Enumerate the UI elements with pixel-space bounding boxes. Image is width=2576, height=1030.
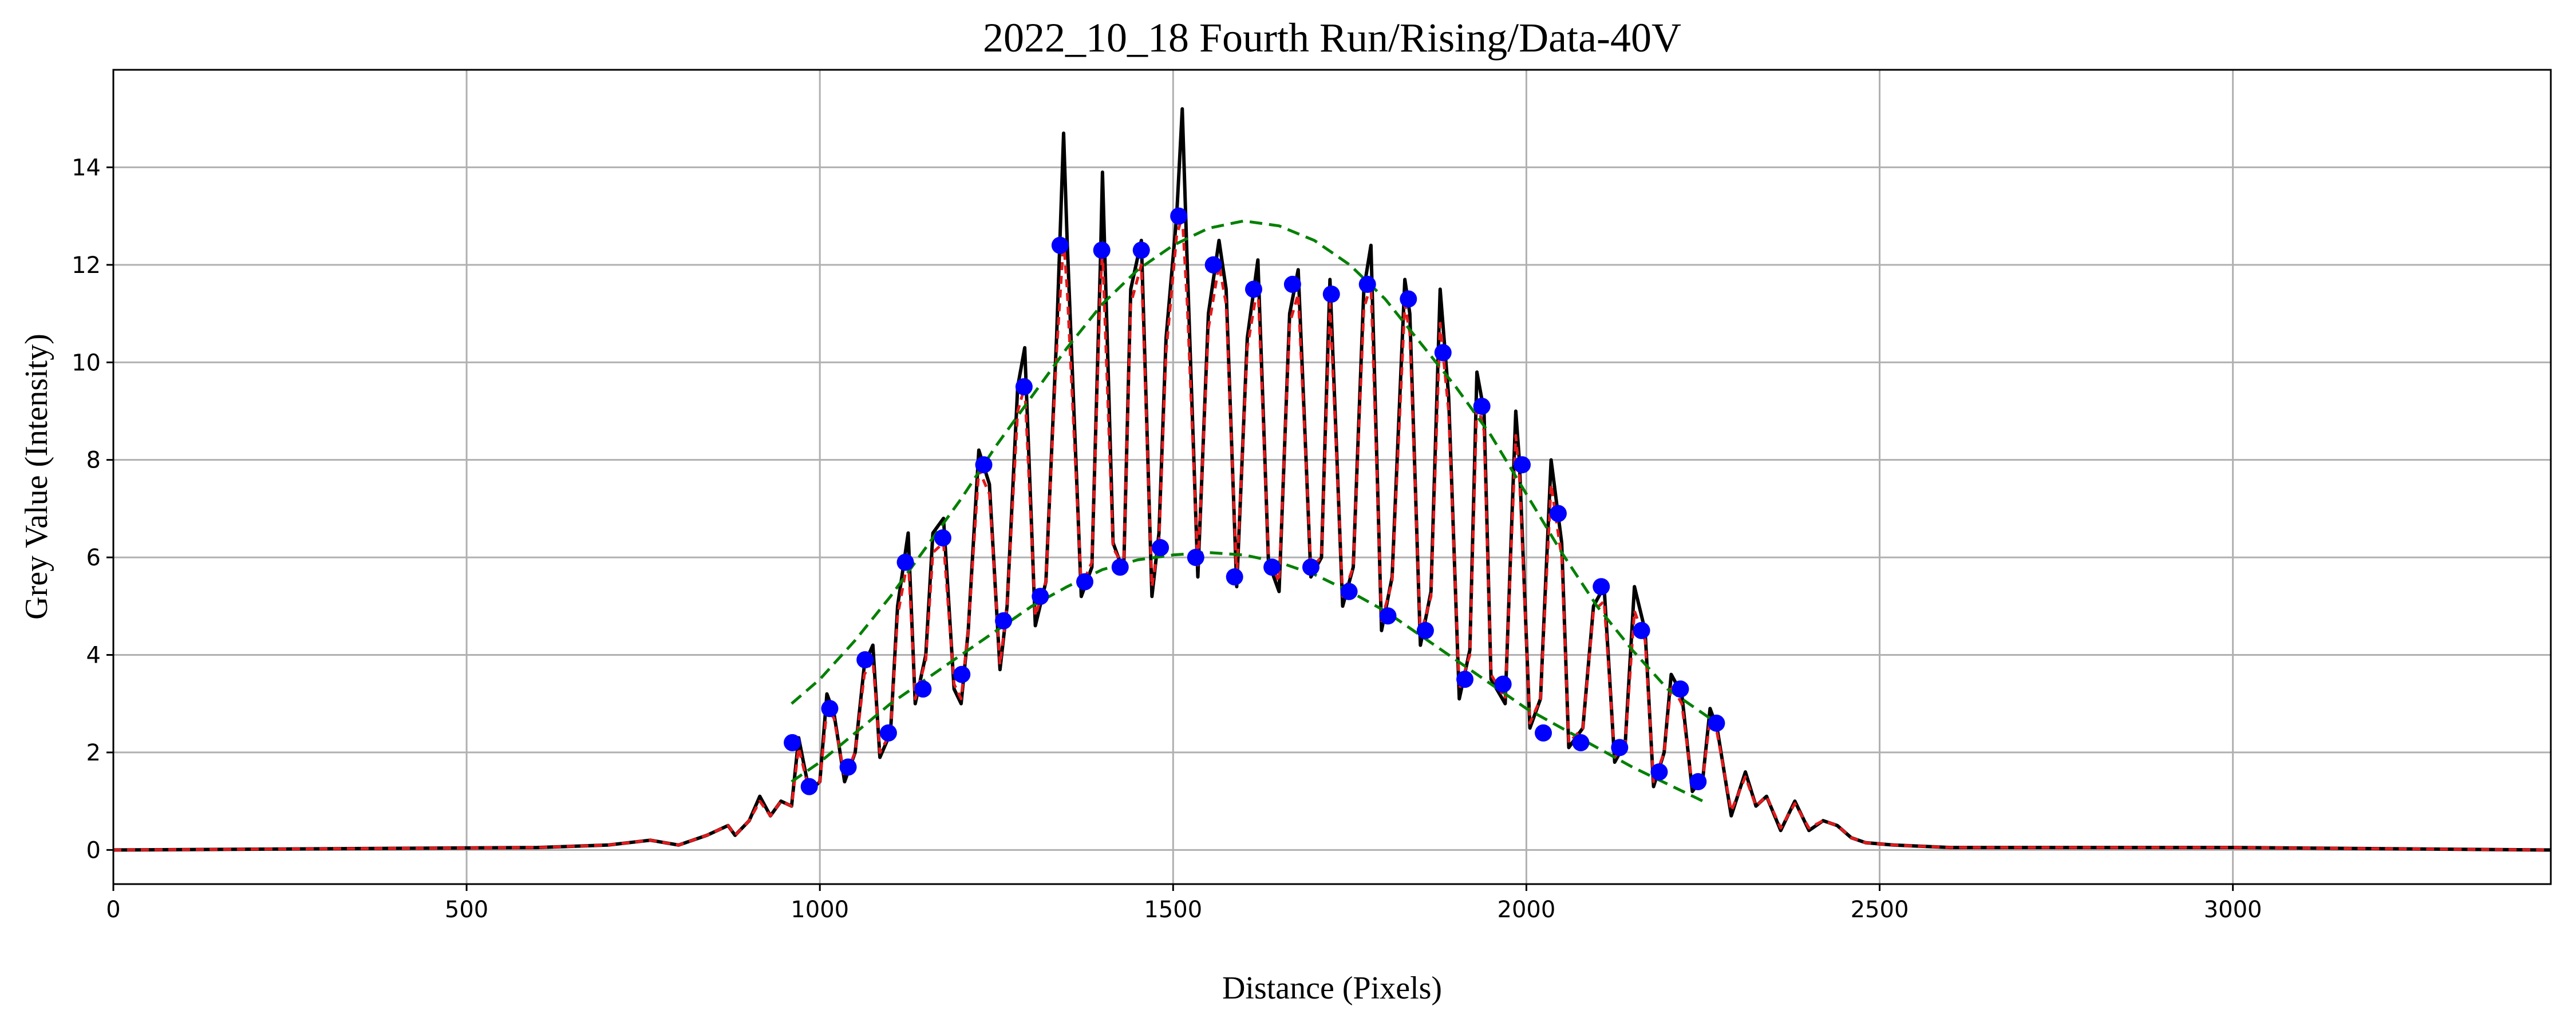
peak-point (953, 665, 971, 683)
y-tick-label: 4 (86, 643, 101, 669)
peak-point (1689, 773, 1707, 791)
peak-point (1245, 280, 1263, 298)
y-tick-label: 8 (86, 447, 101, 474)
peak-point (784, 734, 801, 751)
peak-point (1051, 236, 1069, 254)
peak-point (1611, 739, 1629, 756)
peak-point (821, 700, 839, 718)
peak-point (1322, 285, 1340, 303)
peak-point (1032, 588, 1049, 605)
y-tick-label: 14 (72, 154, 101, 181)
peak-point (975, 456, 993, 474)
y-tick-label: 6 (86, 545, 101, 571)
peak-point (914, 680, 932, 698)
ticks: 0 500 1000 1500 2000 2500 3000 0 2 4 6 8 10 12 14 (72, 154, 2262, 923)
peak-point (1572, 734, 1590, 751)
peak-point (1358, 275, 1376, 293)
peak-point (995, 612, 1013, 629)
peak-point (1204, 256, 1222, 274)
peak-point (934, 529, 951, 547)
peak-point (1593, 578, 1610, 596)
peak-point (1456, 671, 1474, 688)
x-tick-label: 500 (445, 897, 488, 923)
peak-point (1633, 621, 1650, 639)
x-tick-label: 3000 (2204, 897, 2262, 923)
peak-point (1379, 607, 1397, 625)
peak-point (1416, 621, 1434, 639)
peak-point (1015, 378, 1033, 395)
peak-point (1111, 558, 1129, 576)
peak-point (1535, 724, 1552, 742)
peak-point (1650, 763, 1668, 781)
series-smoothed-line (113, 215, 2551, 851)
peak-point (1187, 549, 1204, 566)
peak-point (1093, 241, 1111, 259)
peak-point (1226, 568, 1243, 586)
peak-point (1672, 680, 1689, 698)
peak-point (879, 724, 897, 742)
y-tick-label: 12 (72, 252, 101, 279)
peak-point (839, 758, 857, 776)
peak-point (800, 778, 818, 795)
peak-point (1473, 397, 1491, 415)
peak-point (1076, 573, 1094, 591)
peak-point (1434, 344, 1452, 362)
series-lower-envelope-line (791, 551, 1704, 803)
peak-point (896, 553, 914, 571)
series-raw-line (113, 107, 2551, 852)
y-tick-label: 0 (86, 837, 101, 863)
y-tick-label: 2 (86, 740, 101, 766)
series-layer (113, 107, 2551, 852)
peak-point (1170, 207, 1188, 225)
peak-point (1494, 675, 1512, 693)
peak-point (1263, 558, 1281, 576)
y-axis-label: Grey Value (Intensity) (19, 334, 54, 620)
series-upper-envelope-line (791, 219, 1718, 724)
plot-frame (112, 69, 2552, 885)
peak-point (1302, 558, 1319, 576)
x-axis-label: Distance (Pixels) (1222, 970, 1442, 1006)
peak-point (1132, 241, 1150, 259)
peak-point (1283, 275, 1301, 293)
chart-title: 2022_10_18 Fourth Run/Rising/Data-40V (983, 15, 1681, 61)
peak-point (1708, 714, 1725, 732)
y-tick-label: 10 (72, 350, 101, 376)
x-tick-label: 1500 (1144, 897, 1202, 923)
peak-point (1340, 583, 1358, 600)
x-tick-label: 2000 (1498, 897, 1556, 923)
peak-point (856, 651, 874, 669)
peak-point (1152, 539, 1170, 557)
peak-point (1514, 456, 1531, 474)
x-tick-label: 1000 (791, 897, 849, 923)
x-tick-label: 2500 (1851, 897, 1909, 923)
peak-point (1549, 505, 1567, 522)
peak-point (1400, 290, 1417, 308)
x-tick-label: 0 (106, 897, 120, 923)
